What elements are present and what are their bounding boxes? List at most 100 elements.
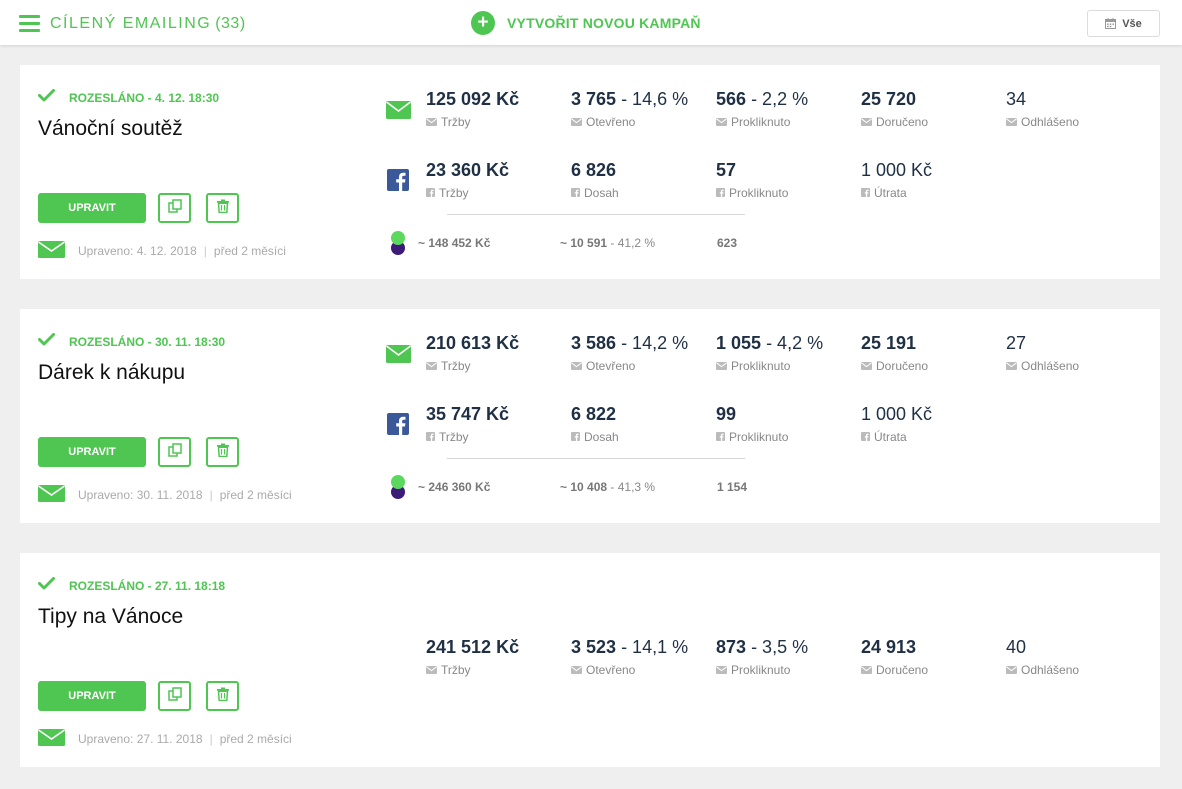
edit-button[interactable]: UPRAVIT: [38, 681, 146, 711]
envelope-icon: [571, 663, 586, 677]
envelope-icon: [571, 359, 586, 373]
facebook-spend-value: 1 000 Kč: [861, 404, 933, 424]
top-bar: Cílený emailing (33) + VYTVOŘIT NOVOU KAM…: [0, 0, 1182, 45]
email-revenue: 125 092 Kč Tržby: [426, 89, 519, 129]
email-unsubscribed-value: 40: [1006, 637, 1027, 657]
facebook-spend: 1 000 Kč Útrata: [861, 404, 932, 444]
email-delivered: 25 191 Doručeno: [861, 333, 928, 373]
email-revenue: 210 613 Kč Tržby: [426, 333, 519, 373]
copy-button[interactable]: [158, 193, 191, 223]
email-revenue: 241 512 Kč Tržby: [426, 637, 519, 677]
email-opened-value: 3 765 - 14,6 %: [571, 89, 689, 109]
email-opened-percent: - 14,2 %: [621, 333, 689, 353]
date-filter-button[interactable]: Vše: [1087, 10, 1160, 37]
email-unsubscribed-value: 27: [1006, 333, 1027, 353]
campaign-card: ROZESLÁNO - 4. 12. 18:30 Vánoční soutěž …: [20, 65, 1160, 279]
facebook-clicked-label: Prokliknuto: [716, 430, 788, 444]
envelope-icon: [716, 359, 731, 373]
facebook-revenue-label: Tržby: [426, 430, 509, 444]
modified-ago: před 2 měsíci: [219, 732, 292, 746]
email-delivered-label: Doručeno: [861, 663, 928, 677]
email-opened: 3 523 - 14,1 % Otevřeno: [571, 637, 688, 677]
email-delivered: 24 913 Doručeno: [861, 637, 928, 677]
copy-button[interactable]: [158, 437, 191, 467]
email-opened-label: Otevřeno: [571, 359, 688, 373]
email-opened-percent: - 14,1 %: [621, 637, 689, 657]
envelope-icon: [426, 115, 441, 129]
email-revenue-value: 241 512 Kč: [426, 637, 520, 657]
email-delivered-value: 24 913: [861, 637, 917, 657]
modified-date: 30. 11. 2018: [136, 488, 203, 502]
facebook-icon: [716, 430, 729, 444]
facebook-reach-value: 6 822: [571, 404, 617, 424]
campaign-card: ROZESLÁNO - 30. 11. 18:30 Dárek k nákupu…: [20, 309, 1160, 523]
email-revenue-value: 210 613 Kč: [426, 333, 520, 353]
email-clicked-label: Prokliknuto: [716, 359, 823, 373]
modified-info: Upraveno: 4. 12. 2018 | před 2 měsíci: [38, 241, 286, 261]
hamburger-icon[interactable]: [19, 15, 40, 32]
email-delivered-value: 25 191: [861, 333, 917, 353]
email-delivered-label: Doručeno: [861, 359, 928, 373]
trash-icon: [216, 687, 229, 706]
facebook-spend: 1 000 Kč Útrata: [861, 160, 932, 200]
envelope-icon: [861, 115, 876, 129]
campaign-name[interactable]: Tipy na Vánoce: [38, 605, 184, 628]
combined-channels-icon: [391, 475, 405, 499]
summary-revenue: ~ 148 452 Kč: [418, 236, 491, 250]
email-opened: 3 765 - 14,6 % Otevřeno: [571, 89, 688, 129]
email-opened-label: Otevřeno: [571, 663, 688, 677]
summary-clicks: 1 154: [717, 480, 748, 494]
envelope-icon: [38, 241, 65, 261]
email-clicked-label: Prokliknuto: [716, 663, 808, 677]
copy-button[interactable]: [158, 681, 191, 711]
delete-button[interactable]: [206, 193, 239, 223]
facebook-icon: [426, 186, 439, 200]
edit-button[interactable]: UPRAVIT: [38, 437, 146, 467]
campaign-card: ROZESLÁNO - 27. 11. 18:18 Tipy na Vánoce…: [20, 553, 1160, 767]
divider: [447, 458, 745, 459]
campaign-name[interactable]: Dárek k nákupu: [38, 361, 186, 384]
status-row: ROZESLÁNO - 30. 11. 18:30: [38, 333, 225, 351]
calendar-icon: [1105, 18, 1117, 29]
envelope-icon: [38, 485, 65, 505]
modified-prefix: Upraveno:: [78, 732, 134, 746]
delete-button[interactable]: [206, 681, 239, 711]
page-title-text: Cílený emailing: [50, 15, 212, 32]
email-clicked-percent: - 4,2 %: [766, 333, 824, 353]
new-campaign-label: VYTVOŘIT NOVOU KAMPAŇ: [507, 15, 701, 31]
facebook-clicked-label: Prokliknuto: [716, 186, 788, 200]
email-clicked-percent: - 2,2 %: [751, 89, 809, 109]
facebook-icon: [571, 430, 584, 444]
delete-button[interactable]: [206, 437, 239, 467]
facebook-clicked: 57 Prokliknuto: [716, 160, 788, 200]
trash-icon: [216, 199, 229, 218]
email-unsubscribed-value: 34: [1006, 89, 1027, 109]
modified-date: 27. 11. 2018: [136, 732, 203, 746]
combined-channels-icon: [391, 231, 405, 255]
status-row: ROZESLÁNO - 27. 11. 18:18: [38, 577, 225, 595]
modified-prefix: Upraveno:: [78, 244, 134, 258]
email-opened-value: 3 523 - 14,1 %: [571, 637, 689, 657]
envelope-icon: [571, 115, 586, 129]
check-icon: [38, 333, 55, 351]
facebook-icon: [861, 186, 874, 200]
facebook-revenue: 35 747 Kč Tržby: [426, 404, 509, 444]
summary-reach: ~ 10 591 - 41,2 %: [560, 236, 656, 250]
facebook-spend-value: 1 000 Kč: [861, 160, 933, 180]
modified-prefix: Upraveno:: [78, 488, 134, 502]
edit-button[interactable]: UPRAVIT: [38, 193, 146, 223]
envelope-icon: [426, 359, 441, 373]
campaign-count: (33): [215, 15, 246, 32]
summary-revenue: ~ 246 360 Kč: [418, 480, 491, 494]
trash-icon: [216, 443, 229, 462]
facebook-spend-label: Útrata: [861, 186, 932, 200]
facebook-clicked-value: 57: [716, 160, 737, 180]
email-unsubscribed: 40 Odhlášeno: [1006, 637, 1079, 677]
email-delivered-value: 25 720: [861, 89, 917, 109]
campaign-name[interactable]: Vánoční soutěž: [38, 117, 183, 140]
email-opened-label: Otevřeno: [571, 115, 688, 129]
email-clicked-percent: - 3,5 %: [751, 637, 809, 657]
facebook-icon: [716, 186, 729, 200]
page-title: Cílený emailing (33): [50, 15, 246, 33]
new-campaign-button[interactable]: + VYTVOŘIT NOVOU KAMPAŇ: [471, 11, 701, 35]
